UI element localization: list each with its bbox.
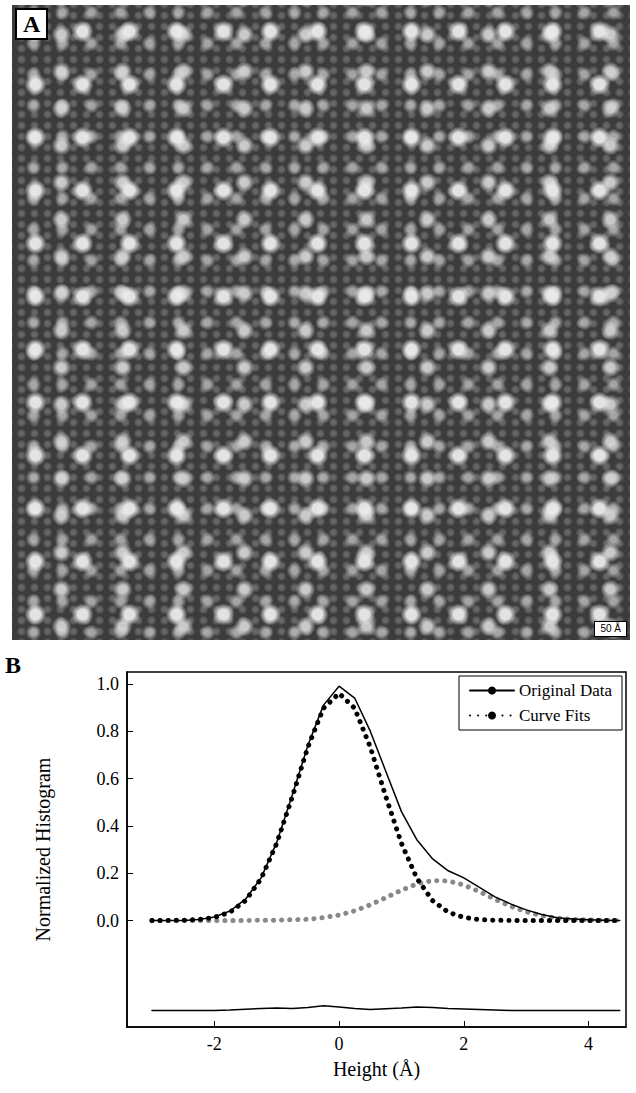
- svg-text:4: 4: [584, 1034, 593, 1054]
- html-text:A: A: [23, 11, 41, 37]
- svg-text:Normalized Histogram: Normalized Histogram: [32, 757, 55, 941]
- svg-text:Original Data: Original Data: [519, 681, 612, 700]
- svg-text:Height (Å): Height (Å): [333, 1058, 420, 1081]
- svg-text:0.8: 0.8: [97, 721, 120, 741]
- svg-text:0.2: 0.2: [97, 863, 120, 883]
- html-text:B: B: [5, 652, 21, 678]
- html-text:50 Å: 50 Å: [600, 623, 621, 634]
- svg-text:0: 0: [335, 1034, 344, 1054]
- svg-text:0.6: 0.6: [97, 769, 120, 789]
- svg-text:-2: -2: [207, 1034, 222, 1054]
- svg-text:1.0: 1.0: [97, 674, 120, 694]
- svg-text:Curve Fits: Curve Fits: [519, 706, 590, 725]
- svg-text:0.4: 0.4: [97, 816, 120, 836]
- svg-text:2: 2: [459, 1034, 468, 1054]
- svg-text:0.0: 0.0: [97, 911, 120, 931]
